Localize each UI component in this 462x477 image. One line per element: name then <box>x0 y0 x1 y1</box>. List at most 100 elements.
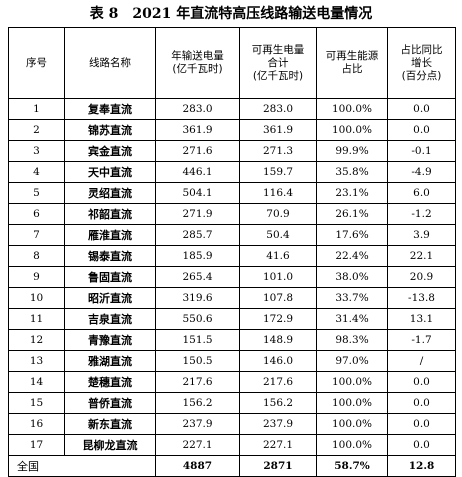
cell-total: 285.7 <box>155 224 240 246</box>
cell-line-name: 天中直流 <box>64 161 156 183</box>
cell-total: 185.9 <box>155 245 240 267</box>
header-renewable: 可再生电量 合计 (亿千瓦时) <box>239 27 317 99</box>
cell-renewable: 217.6 <box>239 371 317 393</box>
cell-total: 504.1 <box>155 182 240 204</box>
cell-share: 23.1% <box>316 182 388 204</box>
cell-line-name: 雅湖直流 <box>64 350 156 372</box>
cell-share: 22.4% <box>316 245 388 267</box>
cell-line-name: 青豫直流 <box>64 329 156 351</box>
cell-total: 271.6 <box>155 140 240 162</box>
cell-share: 26.1% <box>316 203 388 225</box>
cell-line-name: 楚穗直流 <box>64 371 156 393</box>
cell-share: 100.0% <box>316 371 388 393</box>
cell-index: 16 <box>8 413 65 435</box>
cell-change: 20.9 <box>387 266 456 288</box>
cell-change: -13.8 <box>387 287 456 309</box>
cell-renewable: 70.9 <box>239 203 317 225</box>
table-row: 11 吉泉直流 550.6 172.9 31.4% 13.1 <box>8 308 456 330</box>
cell-line-name: 雁淮直流 <box>64 224 156 246</box>
total-label: 全国 <box>8 455 156 477</box>
cell-renewable: 283.0 <box>239 98 317 120</box>
cell-renewable: 107.8 <box>239 287 317 309</box>
table-row: 17 昆柳龙直流 227.1 227.1 100.0% 0.0 <box>8 434 456 456</box>
cell-change: 0.0 <box>387 392 456 414</box>
cell-line-name: 锡泰直流 <box>64 245 156 267</box>
cell-share: 100.0% <box>316 98 388 120</box>
header-index: 序号 <box>8 27 65 99</box>
table-body: 1 复奉直流 283.0 283.0 100.0% 0.0 2 锦苏直流 361.9 361.9 1… <box>8 98 456 456</box>
total-change: 12.8 <box>387 455 456 477</box>
cell-change: 13.1 <box>387 308 456 330</box>
cell-line-name: 新东直流 <box>64 413 156 435</box>
cell-line-name: 灵绍直流 <box>64 182 156 204</box>
total-total: 4887 <box>155 455 240 477</box>
table-row: 9 鲁固直流 265.4 101.0 38.0% 20.9 <box>8 266 456 288</box>
cell-total: 550.6 <box>155 308 240 330</box>
cell-index: 5 <box>8 182 65 204</box>
header-total: 年输送电量 (亿千瓦时) <box>155 27 240 99</box>
table-row: 13 雅湖直流 150.5 146.0 97.0% / <box>8 350 456 372</box>
table-title: 表 8 2021 年直流特高压线路输送电量情况 <box>89 6 373 22</box>
cell-renewable: 237.9 <box>239 413 317 435</box>
header-row: 序号 线路名称 年输送电量 (亿千瓦时) 可再生电量 合计 (亿千瓦时) 可再生… <box>8 27 456 99</box>
total-renewable: 2871 <box>239 455 317 477</box>
header-change: 占比同比 增长 (百分点) <box>387 27 456 99</box>
cell-renewable: 156.2 <box>239 392 317 414</box>
cell-renewable: 227.1 <box>239 434 317 456</box>
cell-line-name: 普侨直流 <box>64 392 156 414</box>
cell-index: 1 <box>8 98 65 120</box>
cell-line-name: 宾金直流 <box>64 140 156 162</box>
cell-line-name: 鲁固直流 <box>64 266 156 288</box>
cell-index: 14 <box>8 371 65 393</box>
cell-share: 99.9% <box>316 140 388 162</box>
cell-line-name: 吉泉直流 <box>64 308 156 330</box>
cell-renewable: 271.3 <box>239 140 317 162</box>
cell-renewable: 172.9 <box>239 308 317 330</box>
cell-share: 97.0% <box>316 350 388 372</box>
cell-share: 33.7% <box>316 287 388 309</box>
cell-change: 3.9 <box>387 224 456 246</box>
cell-index: 11 <box>8 308 65 330</box>
table-row: 8 锡泰直流 185.9 41.6 22.4% 22.1 <box>8 245 456 267</box>
table-row: 4 天中直流 446.1 159.7 35.8% -4.9 <box>8 161 456 183</box>
cell-renewable: 361.9 <box>239 119 317 141</box>
cell-index: 13 <box>8 350 65 372</box>
cell-total: 446.1 <box>155 161 240 183</box>
cell-total: 217.6 <box>155 371 240 393</box>
header-share: 可再生能源 占比 <box>316 27 388 99</box>
table-row: 15 普侨直流 156.2 156.2 100.0% 0.0 <box>8 392 456 414</box>
table-row: 14 楚穗直流 217.6 217.6 100.0% 0.0 <box>8 371 456 393</box>
cell-index: 3 <box>8 140 65 162</box>
cell-change: 0.0 <box>387 434 456 456</box>
cell-renewable: 41.6 <box>239 245 317 267</box>
cell-line-name: 昆柳龙直流 <box>64 434 156 456</box>
table-row: 12 青豫直流 151.5 148.9 98.3% -1.7 <box>8 329 456 351</box>
table-row: 1 复奉直流 283.0 283.0 100.0% 0.0 <box>8 98 456 120</box>
cell-index: 7 <box>8 224 65 246</box>
cell-total: 361.9 <box>155 119 240 141</box>
cell-index: 15 <box>8 392 65 414</box>
table-row: 6 祁韶直流 271.9 70.9 26.1% -1.2 <box>8 203 456 225</box>
cell-share: 31.4% <box>316 308 388 330</box>
cell-change: 6.0 <box>387 182 456 204</box>
cell-share: 100.0% <box>316 119 388 141</box>
table-row: 5 灵绍直流 504.1 116.4 23.1% 6.0 <box>8 182 456 204</box>
cell-change: -1.2 <box>387 203 456 225</box>
cell-index: 12 <box>8 329 65 351</box>
cell-share: 35.8% <box>316 161 388 183</box>
cell-line-name: 锦苏直流 <box>64 119 156 141</box>
header-name: 线路名称 <box>64 27 156 99</box>
cell-index: 9 <box>8 266 65 288</box>
cell-share: 100.0% <box>316 434 388 456</box>
cell-total: 265.4 <box>155 266 240 288</box>
cell-renewable: 146.0 <box>239 350 317 372</box>
cell-change: -1.7 <box>387 329 456 351</box>
cell-index: 8 <box>8 245 65 267</box>
cell-total: 271.9 <box>155 203 240 225</box>
cell-renewable: 101.0 <box>239 266 317 288</box>
cell-line-name: 祁韶直流 <box>64 203 156 225</box>
cell-change: / <box>387 350 456 372</box>
cell-renewable: 148.9 <box>239 329 317 351</box>
cell-total: 150.5 <box>155 350 240 372</box>
cell-share: 38.0% <box>316 266 388 288</box>
